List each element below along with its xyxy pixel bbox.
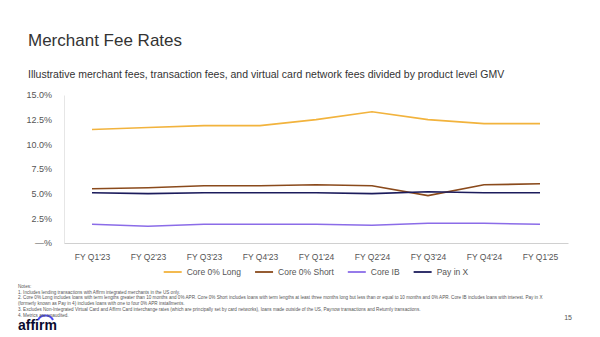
x-tick: FY Q3'23: [187, 243, 223, 262]
page-number: 15: [564, 314, 572, 321]
y-tick: 2.5%: [31, 214, 64, 224]
logo: affirm: [18, 315, 57, 333]
x-tick: FY Q2'23: [131, 243, 167, 262]
x-tick: FY Q2'24: [355, 243, 391, 262]
x-tick: FY Q1'24: [299, 243, 335, 262]
legend-label: Core 0% Long: [187, 267, 242, 277]
x-tick-label: FY Q1'25: [523, 252, 559, 262]
y-tick-label: 15.0%: [26, 90, 52, 100]
x-tick-label: FY Q2'24: [355, 252, 391, 262]
x-tick-label: FY Q3'24: [411, 252, 447, 262]
series-line: [92, 184, 540, 196]
y-tick-label: 2.5%: [31, 214, 52, 224]
y-tick-label: —%: [35, 238, 52, 248]
y-tick: 5.0%: [31, 189, 64, 199]
y-tick: —%: [35, 238, 64, 248]
legend-item: Core 0% Short: [255, 267, 334, 277]
note: 3. Excludes Non-Integrated Virtual Card …: [18, 307, 558, 313]
y-tick-label: 5.0%: [31, 189, 52, 199]
series-line: [92, 112, 540, 130]
legend-swatch: [255, 271, 273, 273]
y-axis-line: [64, 96, 65, 244]
subtitle: Illustrative merchant fees, transaction …: [28, 68, 504, 80]
notes: Notes:1. Includes lending transactions w…: [18, 284, 558, 318]
x-tick-label: FY Q2'23: [131, 252, 167, 262]
x-tick-label: FY Q4'23: [243, 252, 279, 262]
note: 2. Core 0% Long includes loans with term…: [18, 295, 558, 306]
x-axis: FY Q1'23 FY Q2'23 FY Q3'23 FY Q4'23 FY Q1'24…: [65, 243, 569, 262]
chart-canvas: Merchant Fee Rates Illustrative merchant …: [0, 0, 600, 337]
x-tick: FY Q4'24: [467, 243, 503, 262]
legend-label: Core 0% Short: [278, 267, 334, 277]
x-tick-label: FY Q1'23: [75, 252, 111, 262]
legend-item: Core 0% Long: [164, 267, 242, 277]
y-tick: 7.5%: [31, 164, 64, 174]
legend-label: Pay in X: [437, 267, 469, 277]
x-tick: FY Q1'25: [523, 243, 559, 262]
legend-item: Core IB: [348, 267, 400, 277]
x-tick-label: FY Q3'23: [187, 252, 223, 262]
x-tick-label: FY Q1'24: [299, 252, 335, 262]
legend-label: Core IB: [371, 267, 400, 277]
y-tick: 15.0%: [26, 90, 64, 100]
title: Merchant Fee Rates: [28, 31, 182, 50]
logo-text: affirm: [18, 317, 57, 333]
y-tick-label: 10.0%: [26, 140, 52, 150]
y-tick-label: 7.5%: [31, 164, 52, 174]
y-tick: 12.5%: [26, 115, 64, 125]
y-tick-label: 12.5%: [26, 115, 52, 125]
x-tick-label: FY Q4'24: [467, 252, 503, 262]
x-tick: FY Q4'23: [243, 243, 279, 262]
series-line: [92, 192, 540, 194]
note: 1. Includes lending transactions with Af…: [18, 290, 558, 296]
plot-area: [92, 112, 540, 226]
note: 4. Metrics are unaudited.: [18, 313, 558, 319]
notes-title: Notes:: [18, 284, 558, 290]
y-axis: —% 2.5% 5.0% 7.5% 10.0% 12.5% 15.0%: [26, 90, 64, 248]
y-tick: 10.0%: [26, 140, 64, 150]
x-axis-line: [65, 243, 569, 244]
x-tick: FY Q1'23: [75, 243, 111, 262]
legend-swatch: [414, 271, 432, 273]
legend-swatch: [164, 271, 182, 273]
x-tick: FY Q3'24: [411, 243, 447, 262]
legend: Core 0% Long Core 0% Short Core IB Pay in X: [164, 267, 469, 277]
legend-swatch: [348, 271, 366, 273]
series-line: [92, 223, 540, 226]
legend-item: Pay in X: [414, 267, 469, 277]
